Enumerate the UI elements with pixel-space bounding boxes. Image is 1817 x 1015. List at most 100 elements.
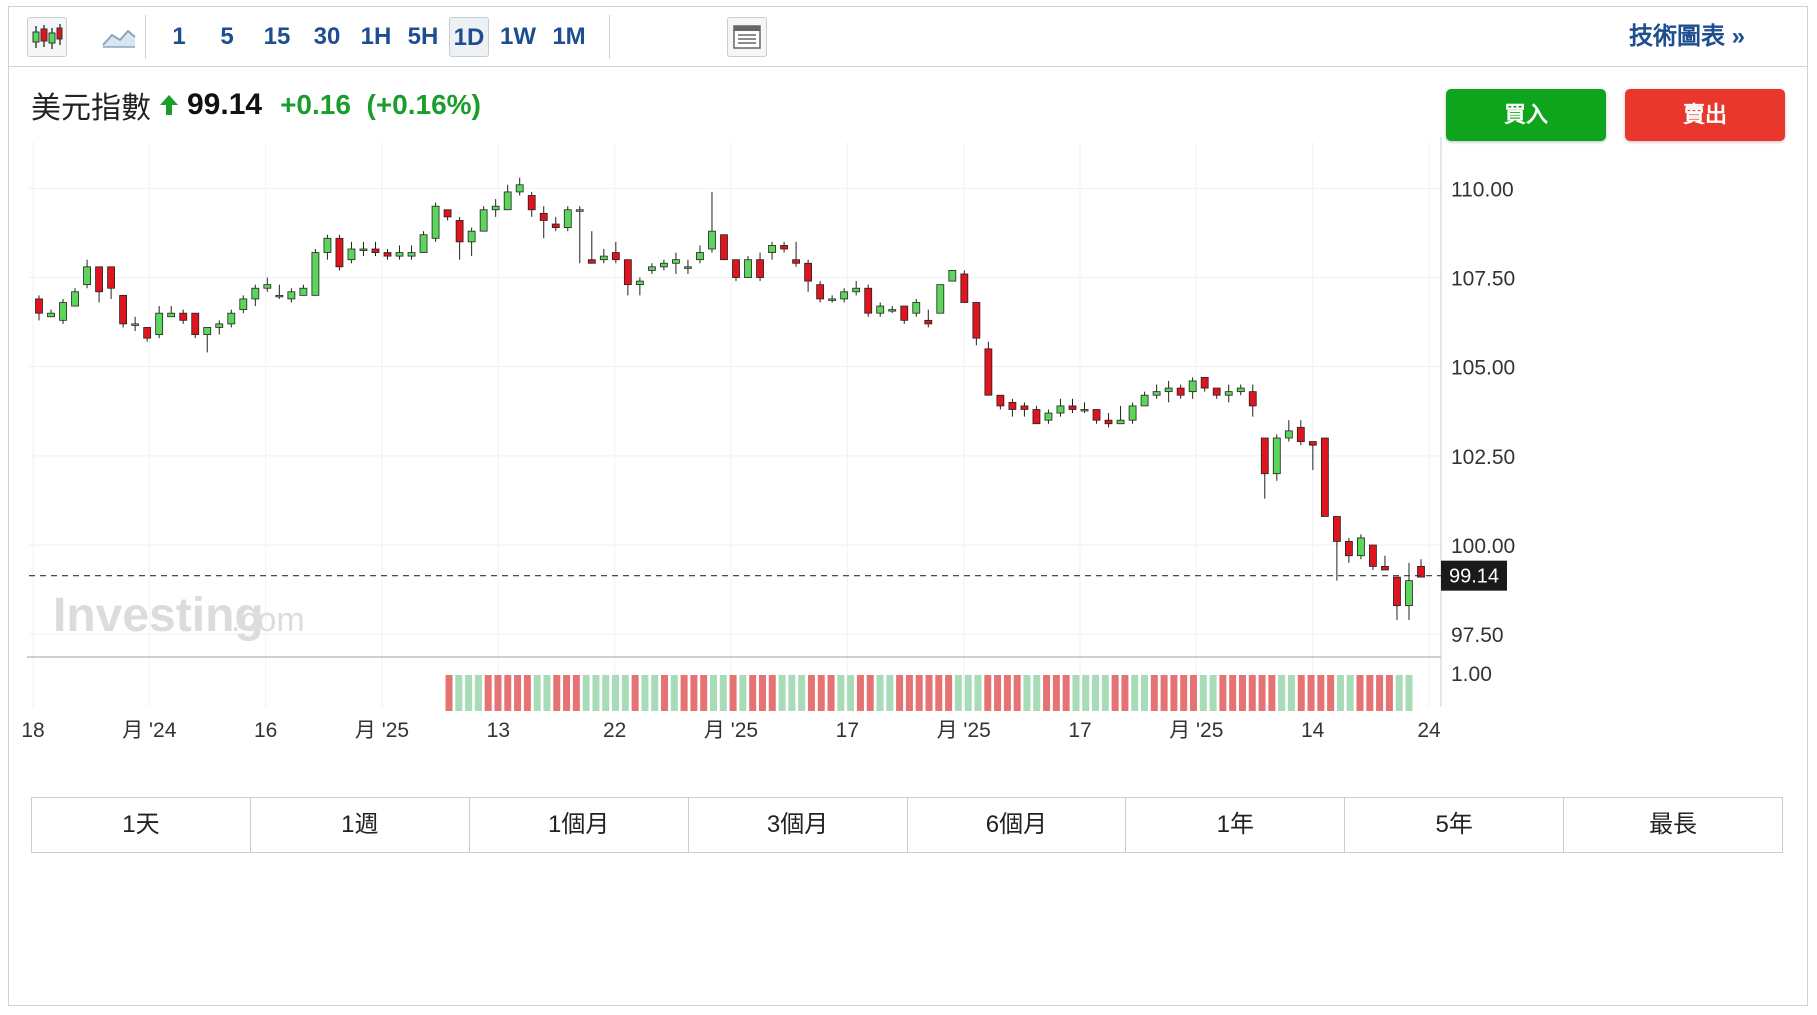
- timeframe-1mo[interactable]: 1M: [552, 23, 586, 50]
- timeframe-5m[interactable]: 5: [220, 23, 234, 50]
- range-1w[interactable]: 1週: [251, 798, 470, 852]
- volume-bar: [1376, 675, 1384, 711]
- area-chart-icon[interactable]: [99, 17, 139, 57]
- volume-bar: [1150, 675, 1158, 711]
- watermark-brand: Investing: [53, 589, 264, 642]
- candle-body: [780, 245, 788, 250]
- volume-bar: [1395, 675, 1403, 711]
- candle: [587, 231, 596, 264]
- buy-button[interactable]: 買入: [1446, 89, 1606, 141]
- x-tick-label: 24: [1417, 719, 1441, 742]
- volume-bar: [651, 675, 659, 711]
- candle: [515, 177, 524, 196]
- timeframe-1h[interactable]: 1H: [360, 23, 392, 50]
- volume-bar: [729, 675, 737, 711]
- candle: [1332, 516, 1341, 581]
- candle-body: [1080, 409, 1089, 412]
- volume-bar: [798, 675, 806, 711]
- candle: [1032, 405, 1041, 425]
- candle: [491, 199, 500, 217]
- candle-body: [1212, 387, 1221, 396]
- candle: [1128, 402, 1137, 424]
- volume-bar: [945, 675, 953, 711]
- candle: [684, 259, 692, 274]
- sell-button[interactable]: 賣出: [1625, 89, 1785, 141]
- candle-body: [1140, 394, 1149, 407]
- price-chart[interactable]: Investing .com 110.00107.50105.00102.501…: [9, 7, 1809, 797]
- x-tick-label: 18: [21, 719, 44, 742]
- volume-bar: [1346, 675, 1354, 711]
- volume-bar: [484, 675, 492, 711]
- candle: [696, 245, 704, 264]
- x-tick-label: 月 '25: [937, 719, 991, 742]
- candle: [1200, 376, 1209, 392]
- timeframe-15m[interactable]: 15: [263, 23, 291, 50]
- candle-body: [888, 309, 897, 312]
- candle: [1116, 405, 1125, 425]
- volume-bar: [690, 675, 698, 711]
- candle: [852, 281, 861, 296]
- volume-bar: [445, 675, 453, 711]
- candle: [239, 295, 248, 314]
- candle: [720, 234, 728, 261]
- range-3m[interactable]: 3個月: [689, 798, 908, 852]
- candle-body: [371, 248, 380, 253]
- candle-body: [455, 220, 464, 243]
- timeframe-5h[interactable]: 5H: [407, 23, 439, 50]
- candle-body: [828, 298, 837, 301]
- candle: [876, 302, 885, 317]
- candle-body: [1032, 409, 1041, 425]
- candle-body: [395, 252, 404, 257]
- range-1m[interactable]: 1個月: [470, 798, 689, 852]
- candlesticks: [35, 177, 1425, 620]
- volume-bar: [1327, 675, 1335, 711]
- candle-body: [35, 298, 43, 314]
- candle-body: [900, 305, 909, 321]
- candle: [1104, 413, 1113, 428]
- range-max[interactable]: 最長: [1649, 811, 1698, 838]
- volume-bar: [1180, 675, 1188, 711]
- range-6m[interactable]: 6個月: [908, 798, 1127, 852]
- range-1y[interactable]: 1年: [1126, 798, 1346, 852]
- candle-body: [768, 245, 776, 253]
- candle: [167, 306, 176, 318]
- range-5y[interactable]: 5年: [1345, 798, 1565, 852]
- range-1d[interactable]: 1天: [32, 798, 251, 852]
- candle: [371, 241, 380, 257]
- candle-body: [1056, 405, 1065, 414]
- volume-bar: [817, 675, 825, 711]
- volume-bar: [974, 675, 982, 711]
- volume-bar: [553, 675, 561, 711]
- chart-toolbar: 1 5 15 30 1H 5H 1D 1W 1M 技術圖表 »: [9, 7, 1807, 67]
- volume-bar: [1248, 675, 1256, 711]
- technical-chart-link[interactable]: 技術圖表 »: [1628, 23, 1745, 50]
- x-tick-label: 月 '25: [1169, 719, 1223, 742]
- candle: [1224, 384, 1233, 403]
- timeframe-1d[interactable]: 1D: [449, 17, 489, 57]
- candle-body: [1104, 419, 1113, 425]
- volume-bar: [1297, 675, 1305, 711]
- candle: [780, 241, 788, 253]
- volume-bar: [994, 675, 1002, 711]
- candle: [744, 256, 752, 278]
- timeframe-1m[interactable]: 1: [172, 23, 186, 50]
- candle-body: [696, 252, 704, 261]
- candle-body: [1236, 387, 1245, 393]
- timeframe-1w[interactable]: 1W: [500, 23, 536, 50]
- candle: [635, 277, 644, 296]
- candle-body: [672, 259, 680, 264]
- chart-layout-icon[interactable]: [727, 17, 767, 57]
- candle: [1176, 384, 1185, 399]
- volume-bar: [1092, 675, 1100, 711]
- y-tick-label: 107.50: [1451, 268, 1515, 291]
- timeframe-30m[interactable]: 30: [313, 23, 341, 50]
- candle-body: [635, 280, 644, 286]
- candle-body: [1188, 380, 1197, 393]
- candle-body: [1248, 391, 1257, 407]
- candle: [672, 252, 680, 274]
- candle: [756, 252, 764, 282]
- candlestick-chart-icon[interactable]: [27, 17, 67, 57]
- volume-bar: [964, 675, 972, 711]
- volume-bar: [631, 675, 639, 711]
- volume-bar: [1160, 675, 1168, 711]
